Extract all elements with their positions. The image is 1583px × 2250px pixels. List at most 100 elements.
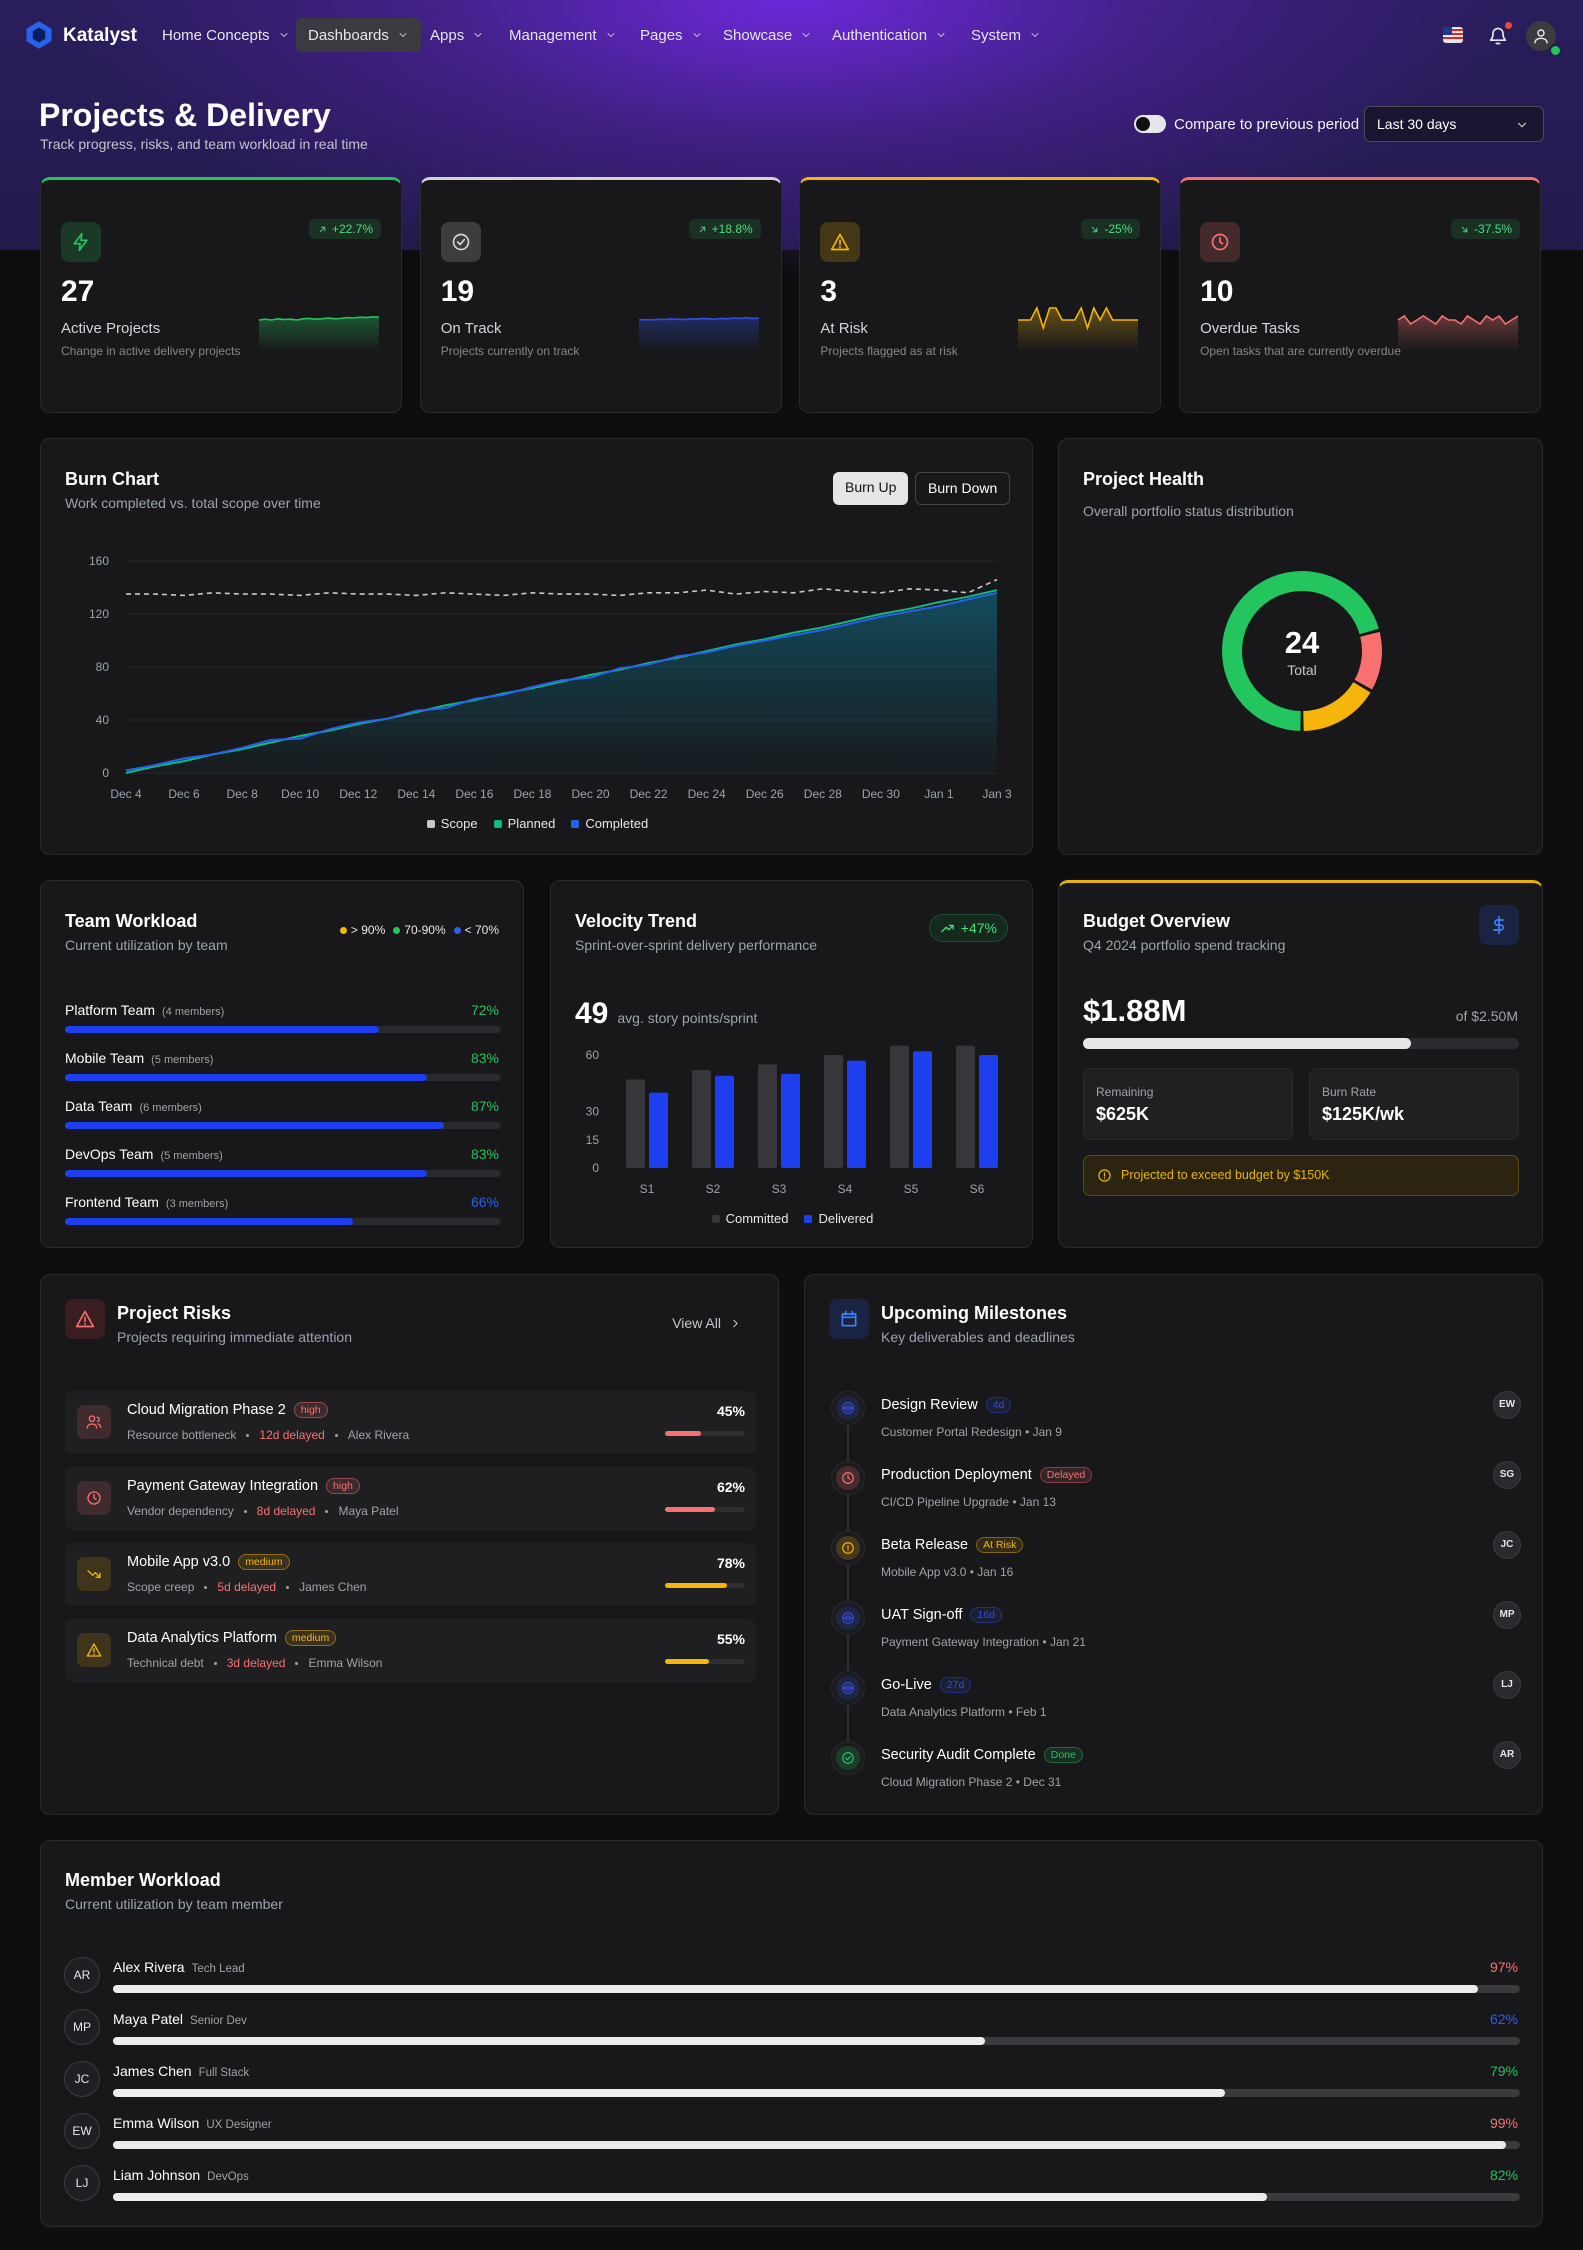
milestone-icon — [831, 1671, 865, 1705]
milestone-name: Security Audit Complete — [881, 1747, 1036, 1763]
risk-item[interactable]: Payment Gateway Integration high Vendor de… — [65, 1467, 756, 1530]
icon-shape — [75, 1310, 95, 1328]
nav-item[interactable]: Apps — [418, 18, 496, 52]
icon — [802, 33, 810, 37]
icon-shape — [399, 33, 407, 37]
icon-shape — [1493, 915, 1504, 935]
team-name: Frontend Team — [65, 1194, 159, 1210]
risk-item[interactable]: Data Analytics Platform medium Technical d… — [65, 1619, 756, 1682]
compare-toggle[interactable] — [1134, 115, 1166, 133]
bar — [847, 1060, 866, 1168]
team-members: (5 members) — [151, 1054, 214, 1066]
icon-shape — [842, 1612, 854, 1624]
nav-item[interactable]: Showcase — [711, 18, 824, 52]
risk-owner: Emma Wilson — [308, 1656, 383, 1670]
kpi-description: Change in active delivery projects — [61, 344, 241, 358]
x-tick-label: Dec 20 — [572, 787, 610, 801]
milestone-badge: 27d — [939, 1677, 972, 1693]
milestone-title[interactable]: Beta Release At Risk — [881, 1537, 1024, 1553]
legend-item: Committed — [711, 1211, 788, 1226]
milestone-detail: Cloud Migration Phase 2 • Dec 31 — [881, 1775, 1062, 1789]
risk-owner: James Chen — [299, 1580, 367, 1594]
icon-shape — [452, 233, 469, 251]
chart: 24 Total — [1222, 571, 1382, 731]
nav-item[interactable]: Pages — [628, 18, 715, 52]
chart-toggle-button[interactable]: Burn Up — [833, 472, 909, 505]
risk-level: high — [326, 1478, 360, 1494]
nav-item[interactable]: Home Concepts — [150, 18, 302, 52]
milestone-title[interactable]: Production Deployment Delayed — [881, 1467, 1093, 1483]
risk-item[interactable]: Mobile App v3.0 medium Scope creep 5d delay… — [65, 1543, 756, 1606]
milestone-icon — [831, 1391, 865, 1425]
risk-title: Mobile App v3.0 medium — [127, 1554, 290, 1570]
icon-shape — [87, 1570, 101, 1578]
card-subtitle: Work completed vs. total scope over time — [65, 495, 321, 511]
risks-card: Project Risks Projects requiring immediat… — [40, 1274, 779, 1815]
period-select[interactable]: Last 30 days — [1364, 106, 1544, 142]
stat-label: Burn Rate — [1322, 1085, 1377, 1099]
compare-label: Compare to previous period — [1174, 116, 1360, 133]
logo-mark — [32, 27, 46, 43]
icon-shape — [474, 33, 482, 37]
assignee-avatar: MP — [1493, 1601, 1521, 1629]
timeline-line — [847, 1408, 849, 1758]
sparkline-line — [258, 315, 380, 321]
utilization-bar — [65, 1074, 427, 1081]
icon-shape — [73, 232, 88, 252]
team-members: (6 members) — [139, 1102, 202, 1114]
sparkline — [1397, 314, 1519, 352]
card-title: Team Workload — [65, 911, 198, 931]
sparkline-area — [1398, 316, 1519, 352]
change-pill: +18.8% — [688, 219, 761, 239]
milestone-title[interactable]: UAT Sign-off 16d — [881, 1607, 1002, 1623]
icon-shape — [842, 1752, 854, 1764]
milestone-badge: Delayed — [1039, 1467, 1093, 1483]
member-name: Maya Patel — [113, 2011, 184, 2027]
user-avatar[interactable] — [1526, 21, 1562, 57]
member-avatar: MP — [64, 2009, 100, 2045]
risk-meta: Resource bottleneck 12d delayed Alex River… — [127, 1428, 409, 1442]
icon-shape — [1517, 122, 1527, 128]
nav-item[interactable]: Dashboards — [296, 18, 421, 52]
kpi-value: 10 — [1200, 275, 1234, 308]
risk-icon — [77, 1633, 111, 1667]
x-tick-label: S6 — [970, 1182, 985, 1196]
legend-label: Completed — [585, 816, 649, 831]
page-title: Projects & Delivery — [39, 97, 331, 133]
nav-item[interactable]: System — [959, 18, 1053, 52]
icon-shape — [841, 1310, 857, 1327]
bar — [649, 1092, 668, 1168]
risk-meta: Technical debt 3d delayed Emma Wilson — [127, 1656, 382, 1670]
view-all-button[interactable]: View All — [672, 1315, 742, 1331]
separator — [204, 1585, 208, 1589]
separator — [246, 1433, 250, 1437]
legend-item: Scope — [426, 816, 478, 831]
legend: Committed Delivered — [551, 1211, 1034, 1226]
notifications[interactable] — [1484, 22, 1512, 50]
team-label: Data Team (6 members) — [65, 1098, 202, 1116]
legend: Scope Planned Completed — [41, 816, 1034, 831]
legend-label: Delivered — [818, 1211, 874, 1226]
kpi-card: +18.8% 19 On Track Projects currently on tr… — [419, 177, 782, 413]
period-label: Last 30 days — [1377, 116, 1457, 132]
team-name: Platform Team — [65, 1002, 155, 1018]
separator — [325, 1509, 329, 1513]
chart-toggle-button[interactable]: Burn Down — [915, 472, 1011, 505]
nav-item[interactable]: Authentication — [820, 18, 959, 52]
view-all-label: View All — [672, 1315, 721, 1331]
milestone-title[interactable]: Security Audit Complete Done — [881, 1747, 1083, 1763]
change-pill: -37.5% — [1451, 219, 1521, 239]
card-title: Project Risks — [117, 1303, 232, 1323]
milestone-title[interactable]: Design Review 4d — [881, 1397, 1012, 1413]
x-tick-label: Dec 4 — [110, 787, 142, 801]
milestone-title[interactable]: Go-Live 27d — [881, 1677, 972, 1693]
nav-item[interactable]: Management — [497, 18, 629, 52]
utilization-bar — [65, 1026, 379, 1033]
kpi-description: Open tasks that are currently overdue — [1200, 344, 1401, 358]
series-line — [125, 589, 998, 774]
donut-total: 24 — [1285, 625, 1320, 660]
risk-item[interactable]: Cloud Migration Phase 2 high Resource bott… — [65, 1391, 756, 1454]
sparkline — [258, 315, 380, 352]
icon — [73, 232, 88, 252]
icon — [452, 233, 469, 251]
